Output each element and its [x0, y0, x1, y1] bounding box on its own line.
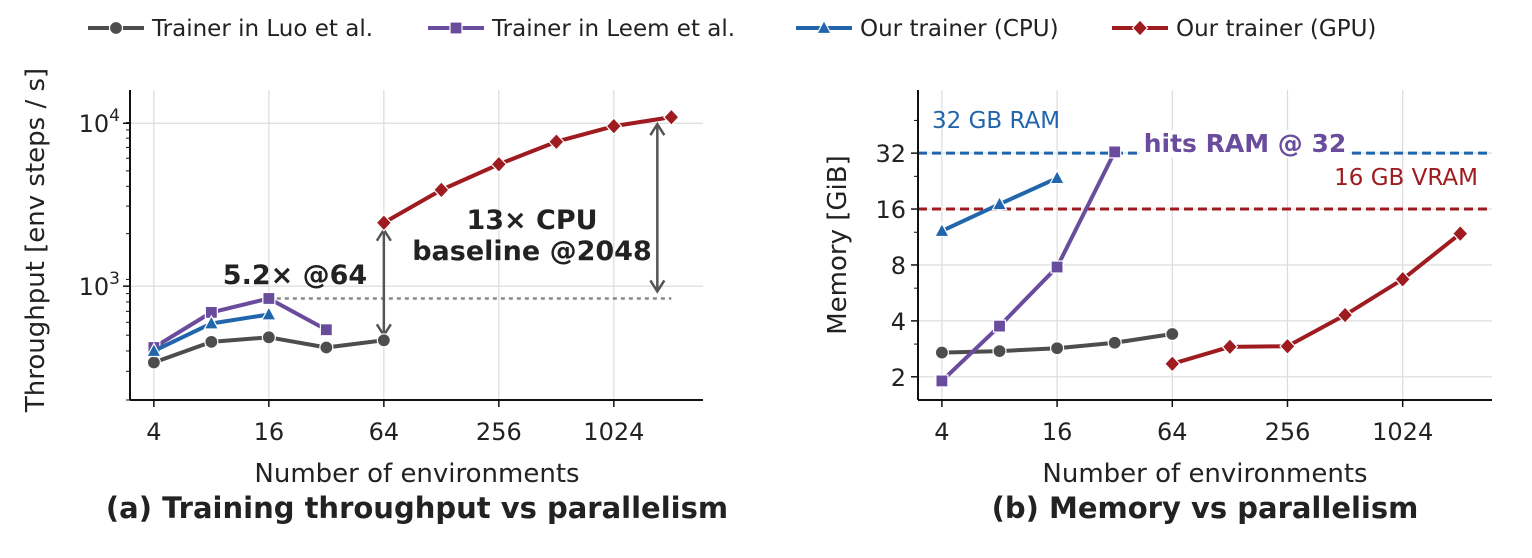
- legend-item-circle: Trainer in Luo et al.: [88, 16, 373, 42]
- data-point-circle: [261, 330, 276, 345]
- legend: Trainer in Luo et al. Trainer in Leem et …: [88, 16, 1376, 42]
- y-axis-label-a: Throughput [env steps / s]: [21, 68, 51, 413]
- ref-label-16gb-vram: 16 GB VRAM: [1334, 165, 1478, 191]
- x-axis-label-b: Number of environments: [1042, 459, 1367, 489]
- data-point-diamond: [1394, 270, 1412, 289]
- ref-label-32gb-ram: 32 GB RAM: [932, 108, 1060, 134]
- annotation-speedup-64: 5.2× @64: [223, 260, 367, 291]
- arrow-speedup-2048-head-bottom: [649, 279, 666, 294]
- data-point-square: [1108, 145, 1122, 159]
- x-tick-label: 4: [934, 418, 949, 446]
- annotation-hits-ram-bg: [1140, 130, 1350, 158]
- x-tick-label: 1024: [1372, 418, 1433, 446]
- series-b: [933, 145, 1469, 388]
- chart-title-a: (a) Training throughput vs parallelism: [106, 491, 728, 525]
- x-tick-label: 16: [1042, 418, 1073, 446]
- panel-throughput: 4 16 64 256 1024 103 104 5.2× @64 13× CPU base…: [21, 68, 728, 525]
- y-axis-label-b: Memory [GiB]: [823, 155, 853, 335]
- y-tick-label: 8: [891, 252, 906, 280]
- data-point-diamond: [548, 132, 565, 151]
- legend-label: Trainer in Luo et al.: [151, 16, 373, 42]
- data-point-circle: [1107, 335, 1122, 350]
- y-tick-label: 32: [875, 140, 906, 168]
- legend-item-square: Trainer in Leem et al.: [428, 16, 735, 42]
- y-tick-label: 16: [875, 196, 906, 224]
- annotation-cpu-baseline-line1: 13× CPU: [466, 205, 597, 236]
- data-point-circle: [146, 355, 161, 370]
- data-point-circle: [376, 333, 391, 348]
- data-point-circle: [934, 345, 950, 360]
- data-point-diamond: [1451, 224, 1469, 243]
- data-point-triangle: [145, 342, 162, 358]
- legend-marker-circle: [108, 20, 124, 36]
- y-tick-label: 103: [79, 269, 120, 301]
- series-line-square: [151, 296, 329, 350]
- legend-label: Our trainer (CPU): [860, 16, 1059, 42]
- y-tick-label: 4: [891, 308, 906, 336]
- x-tick-label: 1024: [583, 418, 644, 446]
- data-point-square: [992, 319, 1007, 333]
- reference-lines-b: [918, 130, 1492, 211]
- arrow-speedup-64: [375, 227, 392, 338]
- legend-item-diamond: Our trainer (GPU): [1112, 16, 1376, 42]
- series-line-diamond: [381, 115, 674, 225]
- arrow-speedup-2048-head-top: [649, 121, 666, 136]
- annotation-lines-a: [268, 121, 672, 338]
- data-point-diamond: [375, 213, 393, 232]
- data-point-diamond: [1221, 337, 1239, 356]
- data-point-triangle: [933, 222, 950, 238]
- data-point-square: [1050, 260, 1064, 274]
- legend-marker-diamond: [1131, 19, 1149, 37]
- data-point-square: [319, 323, 333, 337]
- legend-label: Trainer in Leem et al.: [491, 16, 735, 42]
- series-line-diamond: [1170, 231, 1463, 366]
- series-a: [145, 108, 680, 370]
- x-tick-label: 256: [1265, 418, 1311, 446]
- x-tick-label: 16: [254, 418, 285, 446]
- data-point-diamond: [1163, 354, 1181, 373]
- arrow-speedup-2048: [649, 121, 666, 294]
- legend-label: Our trainer (GPU): [1176, 16, 1376, 42]
- chart-title-b: (b) Memory vs parallelism: [992, 491, 1419, 525]
- data-point-diamond: [490, 155, 508, 174]
- x-tick-label: 256: [476, 418, 522, 446]
- data-point-triangle: [1049, 169, 1066, 185]
- data-point-triangle: [260, 305, 277, 321]
- annotation-cpu-baseline-line2: baseline @2048: [412, 236, 652, 267]
- data-point-diamond: [663, 108, 680, 127]
- data-point-triangle: [203, 314, 220, 330]
- data-point-circle: [1165, 326, 1180, 342]
- annotation-hits-ram: hits RAM @ 32: [1144, 129, 1347, 158]
- data-point-diamond: [1336, 306, 1354, 324]
- axes-a: 4 16 64 256 1024 103 104: [79, 90, 703, 446]
- y-tick-label: 104: [79, 106, 120, 138]
- data-point-diamond: [1279, 337, 1296, 356]
- x-axis-label-a: Number of environments: [254, 459, 579, 489]
- legend-item-triangle: Our trainer (CPU): [796, 16, 1059, 42]
- data-point-triangle: [991, 195, 1008, 211]
- x-tick-label: 4: [146, 418, 161, 446]
- data-point-circle: [992, 344, 1007, 359]
- y-tick-label: 2: [891, 364, 906, 392]
- data-point-diamond: [433, 180, 450, 199]
- series-line-square: [939, 149, 1117, 383]
- data-point-circle: [204, 334, 219, 349]
- data-point-square: [262, 291, 276, 306]
- x-tick-label: 64: [1157, 418, 1188, 446]
- data-point-square: [935, 374, 949, 388]
- legend-marker-triangle: [815, 19, 833, 35]
- data-point-circle: [1049, 341, 1065, 356]
- legend-marker-square: [449, 21, 463, 35]
- data-point-diamond: [605, 117, 623, 136]
- x-tick-label: 64: [369, 418, 400, 446]
- data-point-circle: [319, 340, 334, 355]
